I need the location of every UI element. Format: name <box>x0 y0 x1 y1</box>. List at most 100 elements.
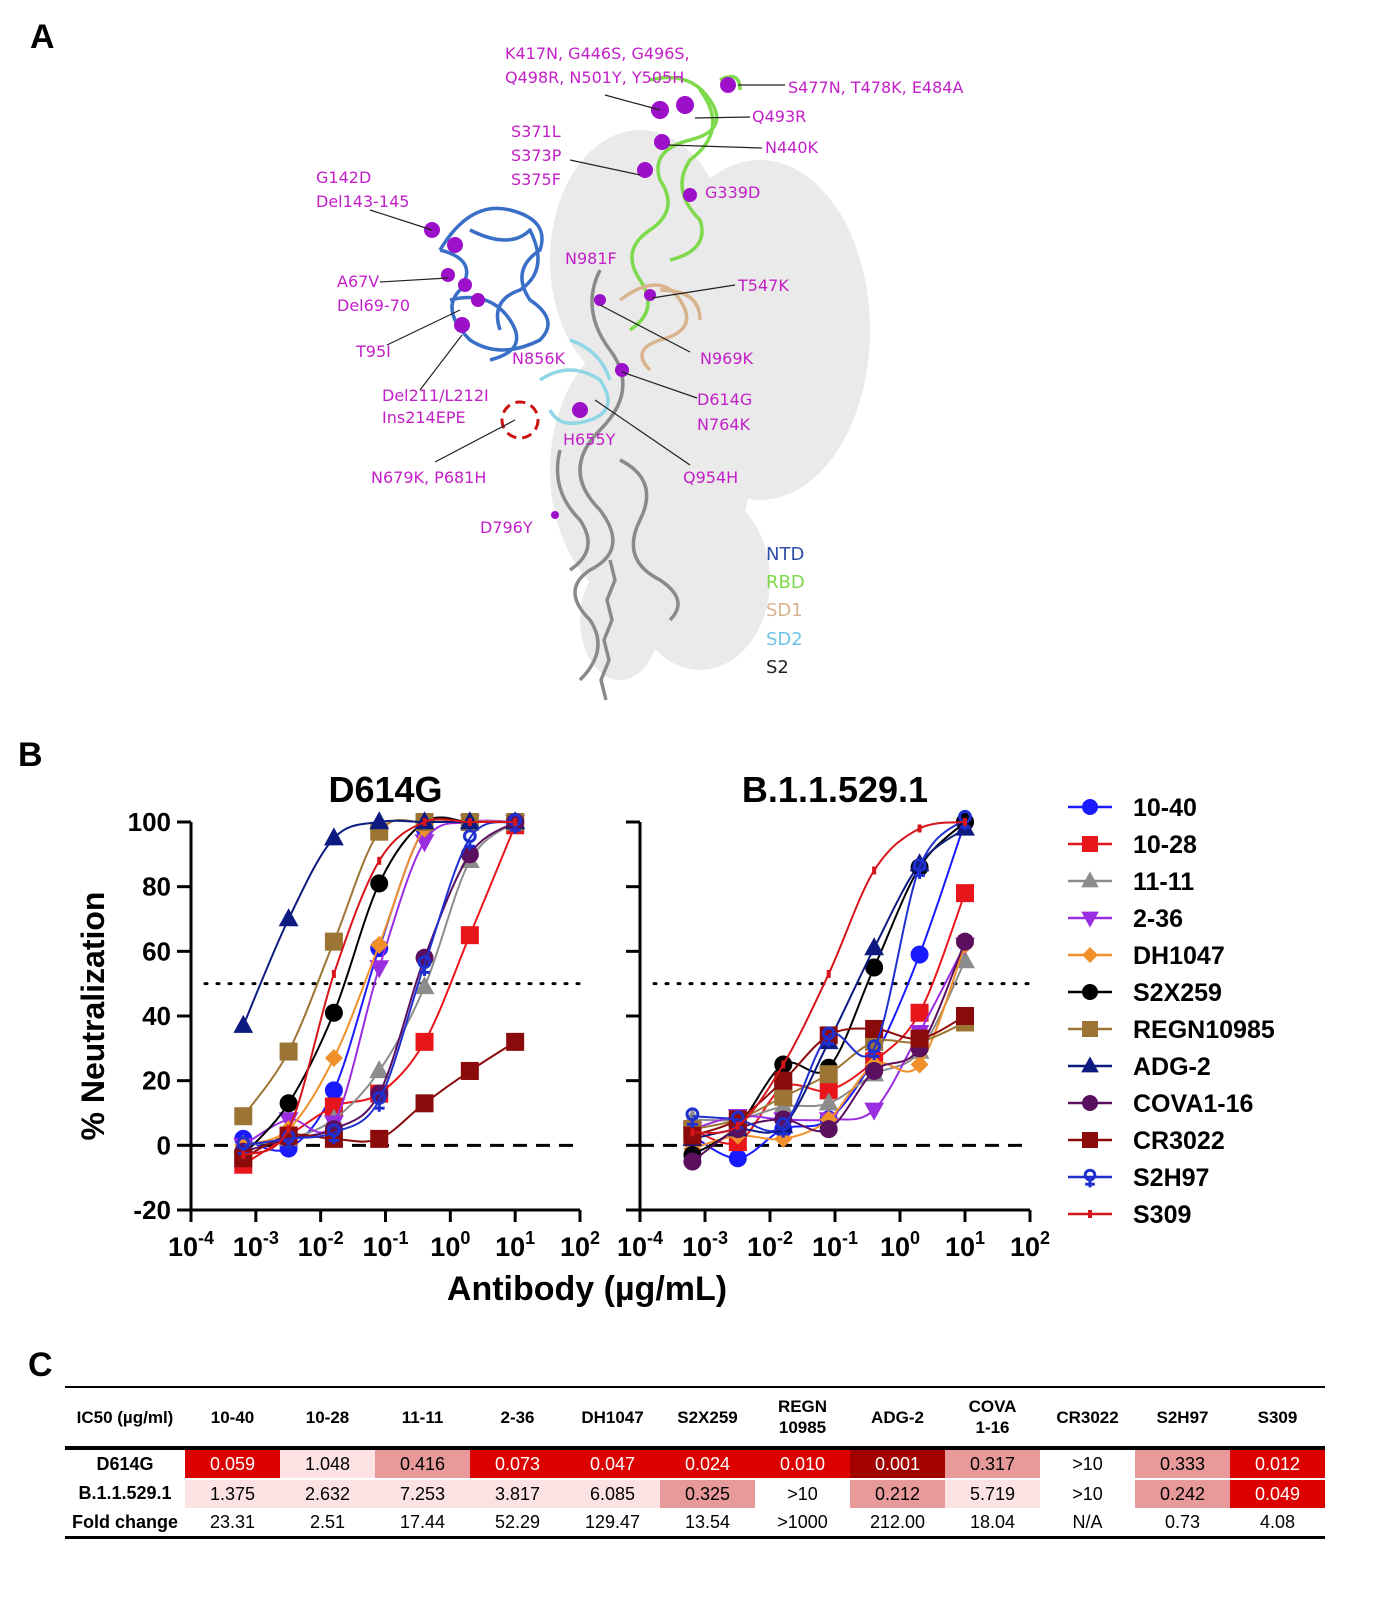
sd2-ribbon <box>539 338 612 426</box>
mutation-label: S375F <box>511 170 561 189</box>
x-axis-label: Antibody (µg/mL) <box>447 1270 727 1308</box>
legend-item: DH1047 <box>1068 942 1225 970</box>
mutation-label: K417N, G446S, G496S, <box>505 44 690 63</box>
data-point <box>821 1026 836 1048</box>
mutation-label: Q498R, N501Y, Y505H <box>505 68 685 87</box>
x-tick-label: 102 <box>1010 1228 1050 1262</box>
data-point <box>867 1039 882 1061</box>
legend-marker <box>1081 911 1099 928</box>
table-cell: 0.325 <box>660 1478 755 1508</box>
legend-marker <box>1088 1210 1092 1218</box>
legend-label: S309 <box>1133 1201 1191 1229</box>
legend-marker <box>1082 799 1098 815</box>
chart-legend: 10-40 10-28 11-11 2-36 DH1047 S2X259 REGN10985… <box>1068 794 1275 1229</box>
table-cell: 5.719 <box>945 1478 1040 1508</box>
data-point <box>865 1061 884 1080</box>
data-point <box>417 955 432 976</box>
table-cell: 0.333 <box>1135 1447 1230 1479</box>
y-tick-label: 100 <box>128 807 171 837</box>
x-tick-exponent: -3 <box>712 1228 728 1248</box>
y-tick-label: 80 <box>142 872 171 902</box>
series-10-28 <box>234 816 525 1174</box>
x-tick-exponent: 2 <box>1040 1228 1050 1248</box>
domain-legend-rbd: RBD <box>766 572 805 593</box>
x-tick-exponent: 2 <box>590 1228 600 1248</box>
series-cova1-16 <box>683 932 974 1171</box>
legend-item: S2X259 <box>1068 979 1222 1007</box>
legend-label: 10-28 <box>1133 831 1197 859</box>
data-point <box>414 834 435 853</box>
table-column-header: 11-11 <box>375 1386 470 1450</box>
data-point <box>278 908 299 927</box>
leader-lines <box>369 84 785 466</box>
legend-item: COVA1-16 <box>1068 1090 1253 1118</box>
x-tick-exponent: 1 <box>525 1228 535 1248</box>
x-tick-exponent: -1 <box>842 1228 858 1248</box>
mutation-label: A67V <box>337 272 380 291</box>
mutation-label: N764K <box>697 415 750 434</box>
series-s309 <box>690 818 967 1137</box>
table-cell: 13.54 <box>660 1508 755 1539</box>
x-tick-label: 10-4 <box>617 1228 663 1262</box>
data-point <box>462 829 477 850</box>
data-point <box>370 935 389 954</box>
data-point <box>460 1061 479 1080</box>
data-point <box>872 866 877 875</box>
data-point <box>233 1014 254 1033</box>
panel-label-c: C <box>28 1346 53 1384</box>
data-point <box>781 1060 786 1069</box>
panel-label-a: A <box>30 18 55 56</box>
legend-marker <box>1082 1095 1098 1111</box>
x-tick-label: 10-2 <box>298 1228 344 1262</box>
data-point <box>422 818 427 826</box>
x-tick-exponent: -4 <box>647 1228 663 1248</box>
data-point <box>910 945 929 964</box>
mutation-label: G339D <box>705 183 761 202</box>
data-point <box>910 1029 929 1048</box>
table-cell: 4.08 <box>1230 1508 1325 1539</box>
x-tick-base: 10 <box>495 1232 525 1262</box>
data-point <box>819 1081 838 1100</box>
domain-legend-sd2: SD2 <box>766 629 803 650</box>
x-tick-exponent: 0 <box>460 1228 470 1248</box>
table-column-header: DH1047 <box>565 1386 660 1450</box>
x-tick-base: 10 <box>430 1232 460 1262</box>
x-tick-label: 10-3 <box>233 1228 279 1262</box>
table-row: D614G 0.059 1.048 0.416 0.073 0.047 0.024 0.010… <box>65 1447 1325 1479</box>
mutation-label: N969K <box>700 349 753 368</box>
table-cell: 0.73 <box>1135 1508 1230 1539</box>
data-point <box>415 1094 434 1113</box>
x-tick-base: 10 <box>682 1232 712 1262</box>
table-column-header: S2H97 <box>1135 1386 1230 1450</box>
table-cell: 0.024 <box>660 1447 755 1479</box>
table-column-header: ADG-2 <box>850 1386 945 1450</box>
data-point <box>956 884 974 903</box>
table-cell: >10 <box>1040 1447 1135 1479</box>
data-point <box>460 845 479 864</box>
x-tick-base: 10 <box>233 1232 263 1262</box>
mutation-label: S373P <box>511 146 562 165</box>
x-tick-label: 100 <box>880 1228 920 1262</box>
table-column-header: 2-36 <box>470 1386 565 1450</box>
table-cell: 52.29 <box>470 1508 565 1539</box>
table-cell: 17.44 <box>375 1508 470 1539</box>
data-point <box>324 1081 343 1100</box>
data-point <box>370 1129 389 1148</box>
legend-item: S309 <box>1068 1201 1191 1229</box>
table-row: Fold change 23.31 2.51 17.44 52.29 129.47 13.5… <box>65 1508 1325 1539</box>
x-tick-base: 10 <box>1010 1232 1040 1262</box>
legend-item: 11-11 <box>1068 868 1194 896</box>
mutation-label: Del211/L212I <box>382 386 489 405</box>
legend-item: 10-28 <box>1068 831 1197 859</box>
data-point <box>327 1123 341 1145</box>
mutation-label: S371L <box>511 122 561 141</box>
chart-title: D614G <box>328 769 442 810</box>
mutation-label: D796Y <box>480 518 533 537</box>
table-cell: N/A <box>1040 1508 1135 1539</box>
legend-label: ADG-2 <box>1133 1053 1211 1081</box>
legend-label: S2H97 <box>1133 1164 1209 1192</box>
mutation-label: N981F <box>565 249 617 268</box>
table-cell: >1000 <box>755 1508 850 1539</box>
furin-site-circle <box>500 400 540 440</box>
